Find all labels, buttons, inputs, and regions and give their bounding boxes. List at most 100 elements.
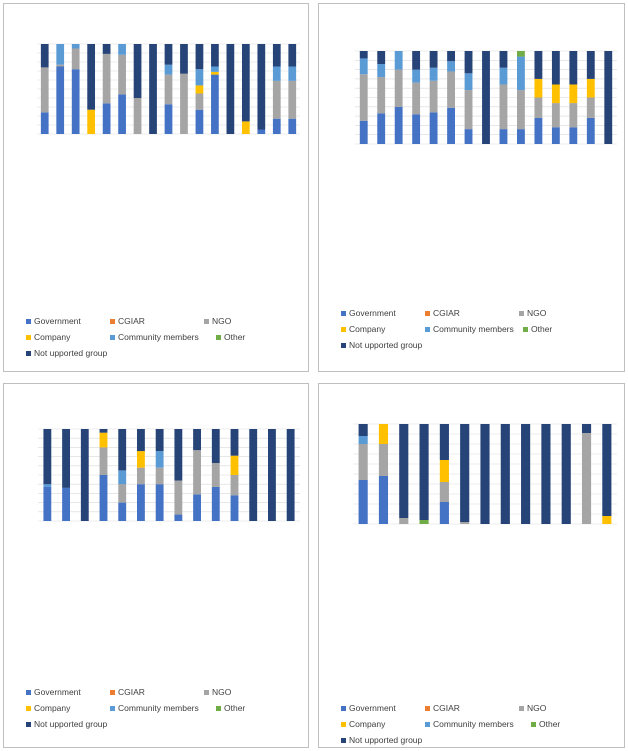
legend-item-community-members: Community members xyxy=(110,703,199,713)
legend-label: Government xyxy=(34,687,81,697)
bar-ngo-early-timely-and xyxy=(394,69,403,107)
legend-item-not-upported-group: Not upported group xyxy=(341,340,422,350)
legend-label: Not upported group xyxy=(349,735,423,745)
bar-ngo-manure-treatment xyxy=(288,80,297,119)
legend-swatch xyxy=(110,705,115,711)
bar-community-members-early-timely-and xyxy=(394,51,403,70)
bar-ngo-rows-alleys-non-n-fix xyxy=(551,103,560,128)
legend-item-other: Other xyxy=(216,703,245,713)
bar-government-manure-collection xyxy=(257,129,266,134)
chart-svg-group-4 xyxy=(353,423,617,525)
bar-not-upported-group-biochar xyxy=(149,44,157,134)
bar-company-water-harvesting-and-storage xyxy=(439,460,449,482)
bar-government-maintain-recommended xyxy=(377,113,386,144)
legend-swatch xyxy=(26,689,31,695)
bar-ngo-compost xyxy=(102,53,111,104)
legend-item-ngo: NGO xyxy=(519,308,546,318)
bar-community-members-no-till xyxy=(517,56,525,91)
legend-item-community-members: Community members xyxy=(425,719,514,729)
bar-not-upported-group-increased-diversity-of xyxy=(155,429,164,452)
bar-ngo-recommended-varieties xyxy=(99,447,108,475)
legend-label: Not upported group xyxy=(34,348,108,358)
bar-government-boundary-planting xyxy=(174,514,183,521)
legend-label: Company xyxy=(34,332,71,342)
bar-not-upported-group-integrated-soil-fertility xyxy=(164,44,173,65)
legend-item-government: Government xyxy=(341,703,396,713)
bar-not-upported-group-irrigation xyxy=(358,424,368,436)
bar-not-upported-group-improved-drying-techniques xyxy=(500,424,510,524)
bar-ngo-inorganic-fertilizer-inputs xyxy=(56,64,65,67)
bar-ngo-no-till xyxy=(517,90,525,130)
bar-community-members-crop-order-or-sequence xyxy=(412,69,421,83)
bar-ngo-mixed-trees-shrubs xyxy=(586,97,595,118)
bar-ngo-water-harvesting-and-storage xyxy=(439,482,449,502)
bar-ngo-boundary-planting xyxy=(174,480,183,515)
bar-government-increased-diversity-of-crops xyxy=(136,484,145,521)
bar-community-members-crop-combination xyxy=(429,67,438,81)
bar-ngo-farmer-managed-natural xyxy=(211,463,220,487)
bar-not-upported-group-rows-alley-multiple xyxy=(569,51,578,85)
bar-not-upported-group-green-manure xyxy=(133,44,142,98)
bar-ngo-reduced-till xyxy=(499,84,508,130)
bar-government-fertilizer-microdosing xyxy=(195,109,204,134)
bar-community-members-plant-residues xyxy=(464,73,473,91)
bar-community-members-manure xyxy=(118,44,126,55)
legend-item-government: Government xyxy=(341,308,396,318)
bar-not-upported-group-conservation-agriculture xyxy=(40,44,49,68)
bar-community-members-maintain-recommended xyxy=(377,64,386,78)
bar-not-upported-group-deficit-irrigation xyxy=(419,424,429,520)
bar-not-upported-group-heat-tolerance xyxy=(43,429,52,485)
legend-item-other: Other xyxy=(531,719,560,729)
bar-government-compost xyxy=(102,103,111,134)
bar-government-plant-residues xyxy=(464,129,473,144)
legend-label: Community members xyxy=(433,719,514,729)
legend-item-government: Government xyxy=(26,687,81,697)
bar-ngo-crop-combination xyxy=(429,80,438,113)
bar-government-integrated-soil-fertility xyxy=(164,104,173,134)
bar-not-upported-group-alternate-harvesting-techniques xyxy=(460,424,470,522)
bar-ngo-intercropping-with xyxy=(447,71,455,108)
bar-ngo-ridges-in-crop-field xyxy=(359,74,368,121)
legend-swatch xyxy=(216,334,221,340)
bar-ngo-parkland xyxy=(230,475,239,496)
bar-not-upported-group-crop-combination xyxy=(429,51,438,68)
legend-swatch xyxy=(341,326,346,332)
bar-government-reduced-till xyxy=(499,129,508,144)
bar-community-members-manure-treatment xyxy=(288,66,297,81)
bar-not-upported-group-farmer-managed-natural xyxy=(211,429,220,464)
bar-ngo-irrigation xyxy=(358,444,368,480)
bar-government-manure-treatment xyxy=(288,118,297,134)
bar-ngo-increased-diversity-of xyxy=(155,467,164,485)
legend-swatch xyxy=(341,721,346,727)
bar-ngo-fertilizer-banding xyxy=(180,73,188,134)
bar-other-deficit-irrigation xyxy=(419,520,429,524)
bar-community-members-inorganic-fertilizer-inputs xyxy=(56,44,65,65)
bar-not-upported-group-increased-diversity-of-crops xyxy=(136,429,145,452)
bar-company-water-cans xyxy=(378,424,389,444)
bar-government-no-till xyxy=(517,129,525,144)
legend-item-ngo: NGO xyxy=(204,316,231,326)
chart-panel-group-3: Government CGIAR NGO Company Community membe… xyxy=(3,383,309,748)
bar-community-members-fertilizer-plus-organic-matter xyxy=(71,44,80,49)
bar-company-recommended-varieties xyxy=(99,432,108,448)
bar-not-upported-group-water-harvesting-and-storage xyxy=(439,424,449,460)
bar-community-members-heat-tolerance xyxy=(43,484,52,487)
legend-item-government: Government xyxy=(26,316,81,326)
bar-not-upported-group-mixed-trees-shrubs xyxy=(586,51,595,79)
bar-company-fertilizer-microdosing xyxy=(195,85,204,94)
legend-item-cgiar: CGIAR xyxy=(425,703,460,713)
bar-not-upported-group-fertilizer-plus-lime xyxy=(87,44,96,110)
legend-label: CGIAR xyxy=(118,687,145,697)
legend-swatch xyxy=(110,689,115,695)
bar-not-upported-group-manure-collection xyxy=(257,44,266,130)
bar-not-upported-group-crop-insurance xyxy=(602,424,612,516)
legend-label: Community members xyxy=(118,332,199,342)
bar-not-upported-group-rows-alleys-n-fix xyxy=(534,51,543,79)
legend-label: Company xyxy=(349,324,386,334)
bar-not-upported-group-plant-residues xyxy=(464,51,473,74)
bar-government-conservation-agriculture xyxy=(40,112,49,134)
bar-ngo-manure xyxy=(118,54,126,95)
legend-swatch xyxy=(204,689,209,695)
bar-company-parkland xyxy=(230,455,239,475)
bar-government-increased-diversity-of xyxy=(155,484,164,521)
